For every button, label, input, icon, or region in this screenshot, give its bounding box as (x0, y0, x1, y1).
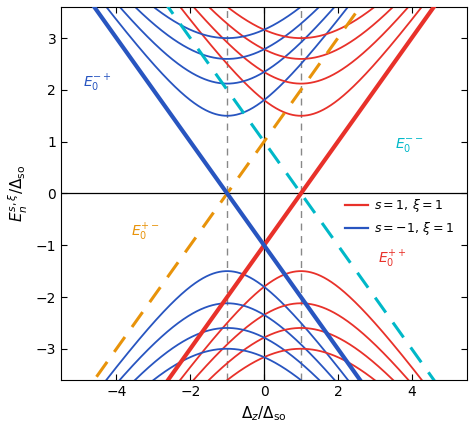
Text: $E_0^{+-}$: $E_0^{+-}$ (131, 221, 160, 243)
Text: $E_0^{++}$: $E_0^{++}$ (378, 249, 407, 270)
Text: $E_0^{--}$: $E_0^{--}$ (395, 136, 424, 154)
Y-axis label: $E_n^{s,\xi}/\Delta_{\rm so}$: $E_n^{s,\xi}/\Delta_{\rm so}$ (7, 165, 30, 222)
X-axis label: $\Delta_z/\Delta_{\rm so}$: $\Delta_z/\Delta_{\rm so}$ (241, 404, 287, 423)
Legend: $s{=}1,\,\xi{=}1$, $s{=}{-}1,\,\xi{=}1$: $s{=}1,\,\xi{=}1$, $s{=}{-}1,\,\xi{=}1$ (340, 192, 459, 243)
Text: $E_0^{-+}$: $E_0^{-+}$ (83, 73, 112, 94)
